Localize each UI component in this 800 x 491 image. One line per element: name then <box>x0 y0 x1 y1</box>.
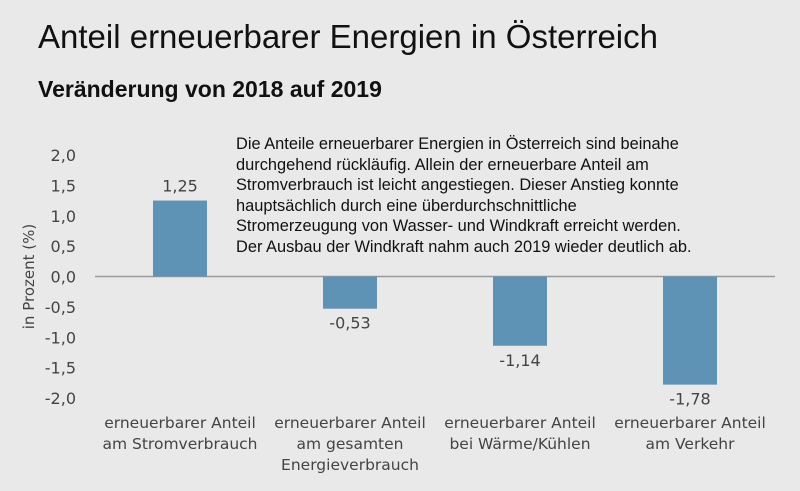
bar <box>153 200 207 277</box>
y-tick-label: -1,5 <box>45 359 76 378</box>
x-category-label: erneuerbarer Anteil <box>444 414 596 432</box>
chart-subtitle: Veränderung von 2018 auf 2019 <box>38 76 382 102</box>
y-tick-label: 2,0 <box>51 146 76 165</box>
annotation-text: Die Anteile erneuerbarer Energien in Öst… <box>236 134 784 257</box>
annotation-line: Stromerzeugung von Wasser- und Windkraft… <box>236 217 681 235</box>
x-category-label: erneuerbarer Anteil <box>104 414 256 432</box>
y-tick-label: 1,0 <box>51 207 76 226</box>
y-tick-label: 0,5 <box>51 237 76 256</box>
annotation-line: Die Anteile erneuerbarer Energien in Öst… <box>236 135 679 153</box>
x-category-label: Energieverbrauch <box>281 456 419 474</box>
chart-title: Anteil erneuerbarer Energien in Österrei… <box>38 18 658 55</box>
x-category-label: am gesamten <box>296 435 403 453</box>
y-tick-label: -1,0 <box>45 328 76 347</box>
x-category-label: erneuerbarer Anteil <box>274 414 426 432</box>
data-label: -1,14 <box>499 351 540 370</box>
y-tick-label: 1,5 <box>51 176 76 195</box>
annotation-line: Der Ausbau der Windkraft nahm auch 2019 … <box>236 237 692 256</box>
data-label: -1,78 <box>669 390 710 409</box>
bar <box>493 276 547 346</box>
x-category-label: bei Wärme/Kühlen <box>449 435 590 453</box>
annotation-line: durchgehend rückläufig. Allein der erneu… <box>236 155 649 174</box>
y-axis-label: in Prozent (%) <box>20 224 38 329</box>
bar <box>663 276 717 385</box>
y-tick-label: -2,0 <box>45 389 76 408</box>
data-label: 1,25 <box>162 177 198 196</box>
y-tick-label: -0,5 <box>45 298 76 317</box>
x-category-label: am Stromverbrauch <box>102 435 257 453</box>
data-label: -0,53 <box>329 314 370 333</box>
y-tick-label: 0,0 <box>51 268 76 287</box>
x-category-label: am Verkehr <box>646 435 736 453</box>
annotation-line: Stromverbrauch ist leicht angestiegen. D… <box>236 176 679 194</box>
annotation-line: hauptsächlich durch eine überdurchschnit… <box>236 196 577 215</box>
x-category-label: erneuerbarer Anteil <box>614 414 766 432</box>
bar <box>323 276 377 309</box>
